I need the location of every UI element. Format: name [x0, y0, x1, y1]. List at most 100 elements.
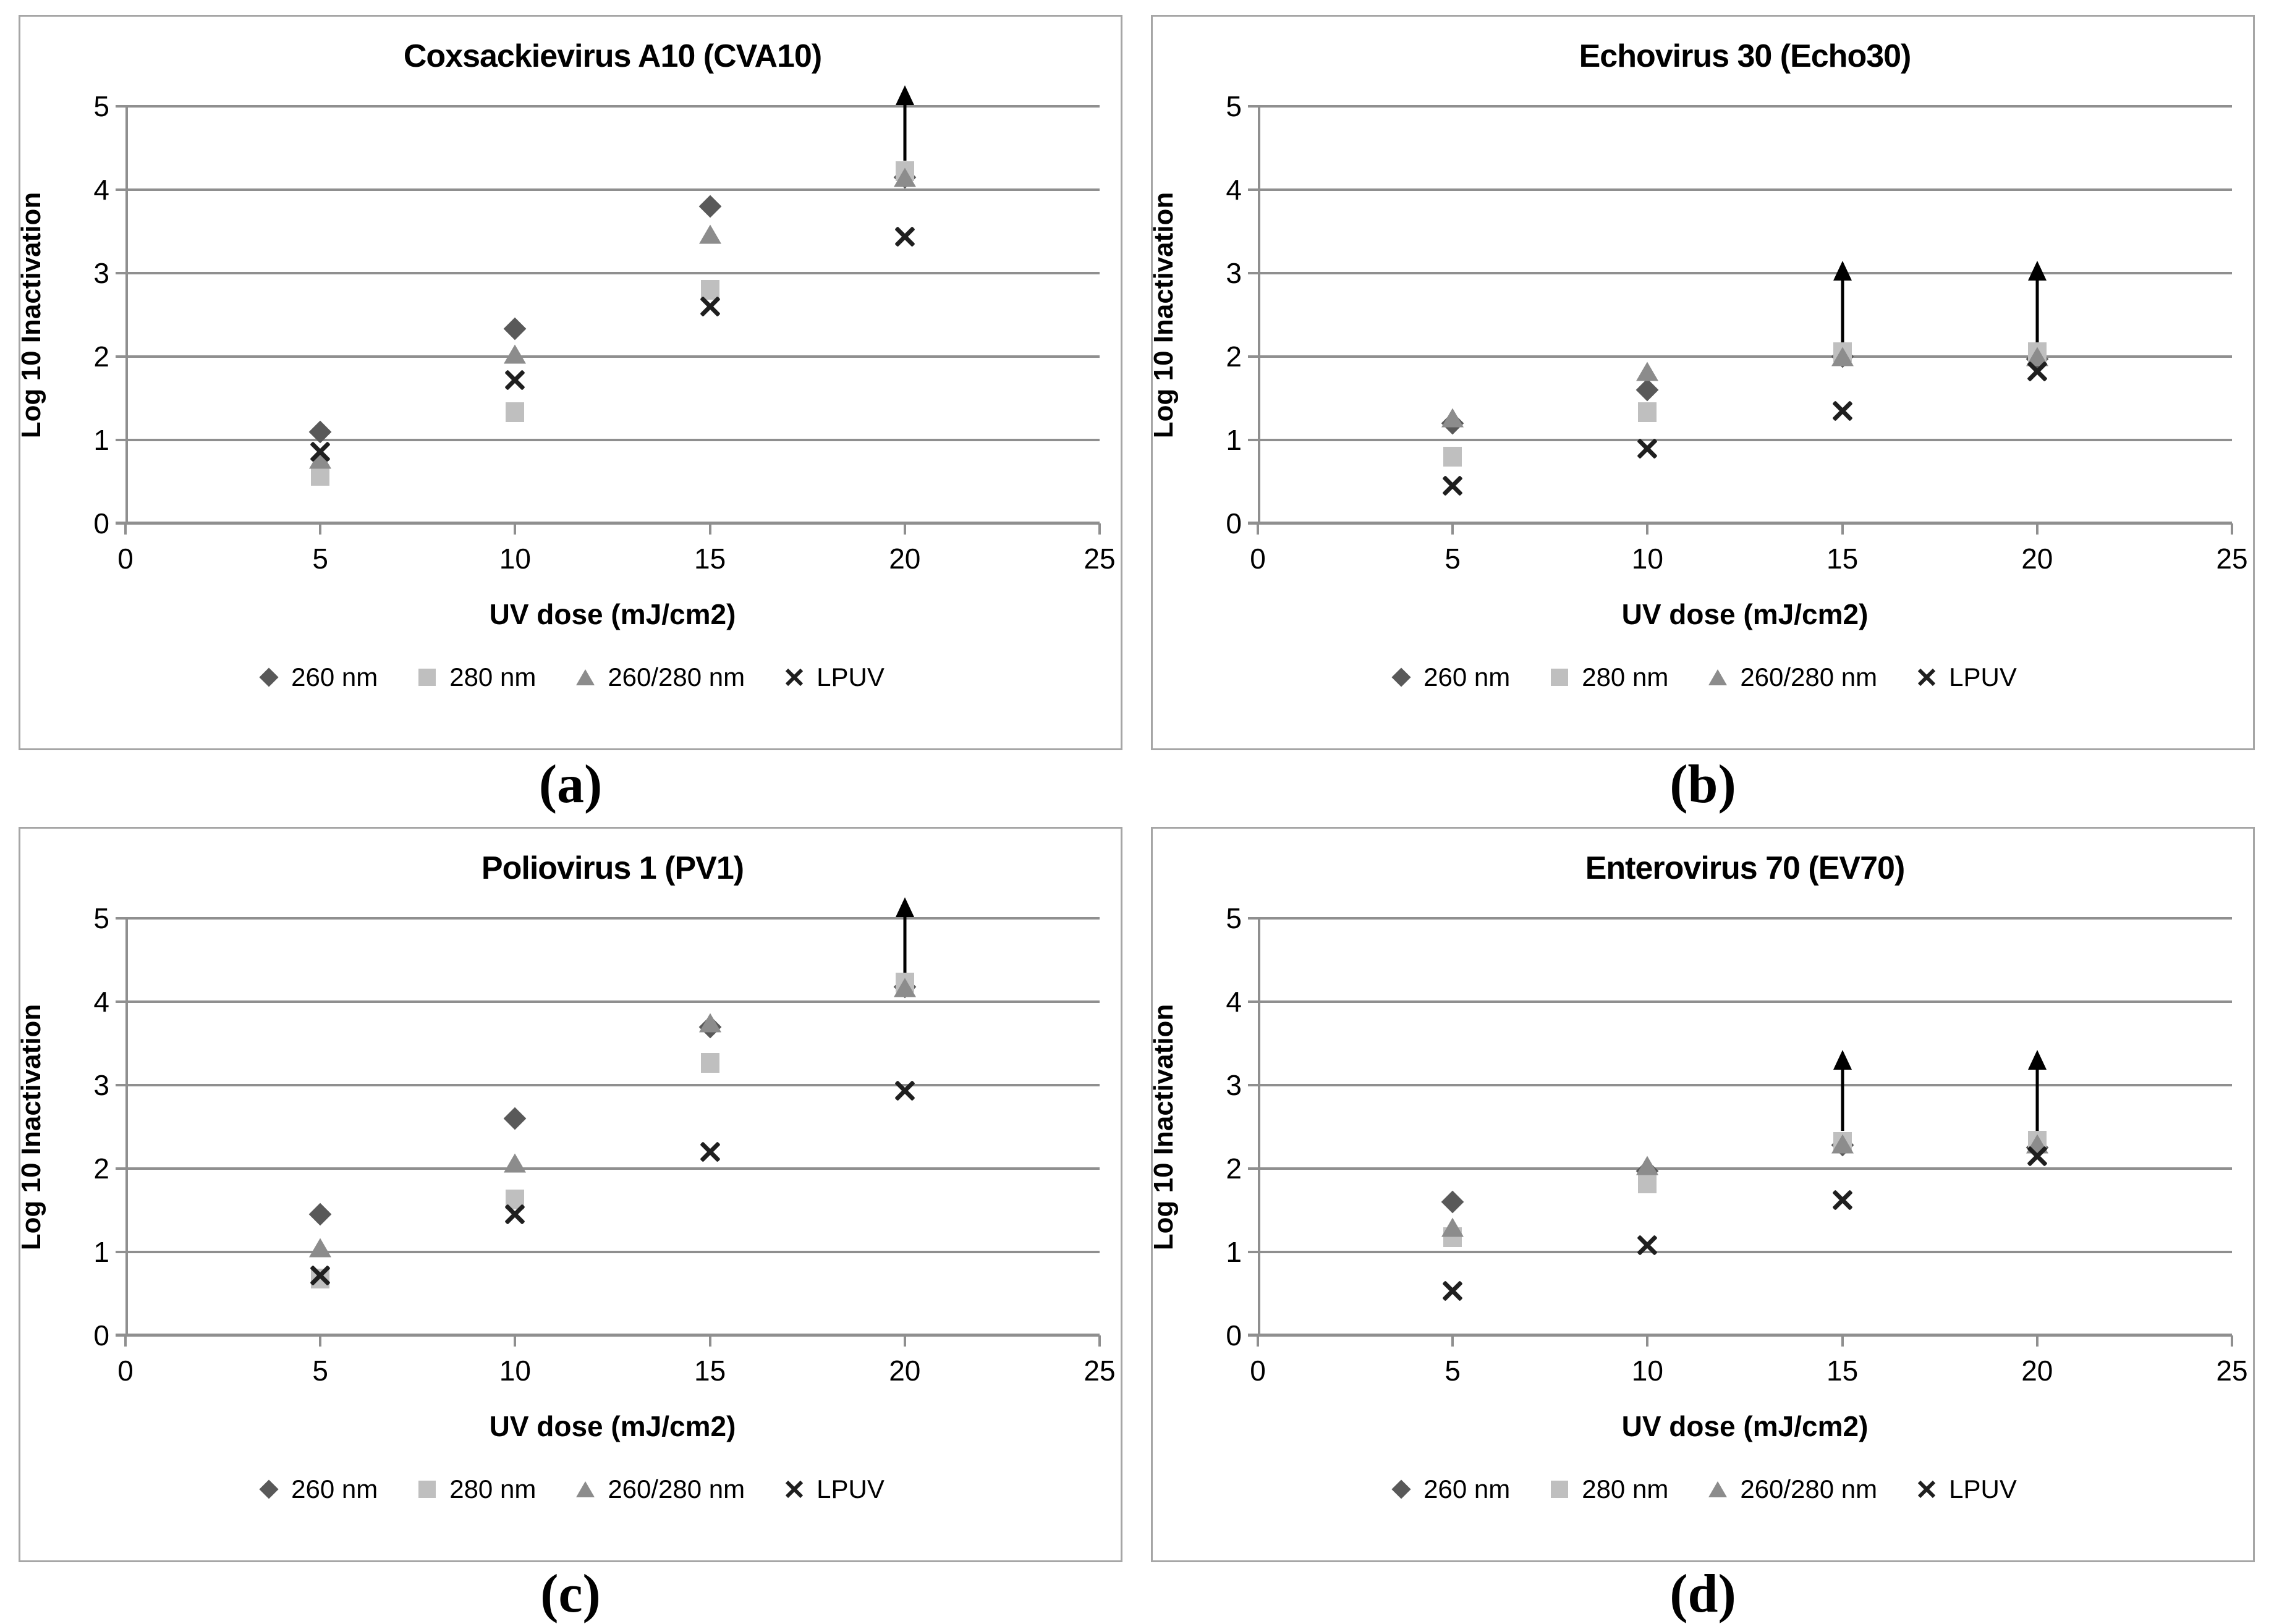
legend-label: LPUV	[817, 1474, 885, 1503]
legend-item: 260 nm	[1389, 1476, 1510, 1502]
x-tick-label: 25	[1084, 543, 1116, 575]
gridline-y5	[1248, 105, 2232, 108]
x-tick-mark	[903, 523, 906, 535]
y-tick-label: 1	[1226, 1236, 1242, 1268]
data-point-marker-square-icon	[506, 402, 525, 423]
x-tick-mark	[1098, 523, 1101, 535]
x-tick-label: 5	[312, 1355, 328, 1387]
x-tick-label: 0	[1250, 1355, 1266, 1387]
x-tick-mark	[514, 523, 517, 535]
x-tick-mark	[514, 1335, 517, 1347]
data-point-marker-square-icon	[1638, 402, 1657, 423]
legend-label: 260/280 nm	[608, 1474, 745, 1503]
x-tick-mark	[1841, 1335, 1844, 1347]
y-tick-label: 3	[1226, 1069, 1242, 1101]
arrow-head	[2027, 1050, 2047, 1070]
x-axis-line	[1248, 1334, 2232, 1337]
data-point-marker-diamond-icon	[1636, 378, 1659, 402]
x-tick-mark	[1646, 1335, 1649, 1347]
legend-swatch	[257, 1477, 281, 1502]
legend-item: 280 nm	[415, 664, 536, 690]
legend-label: 260 nm	[291, 662, 378, 691]
panel-caption-a: (a)	[538, 755, 603, 814]
legend-item: LPUV	[1914, 1476, 2017, 1502]
data-point-marker-triangle-icon	[893, 978, 916, 997]
y-tick-label: 0	[93, 507, 109, 539]
y-tick-label: 3	[93, 1069, 109, 1101]
x-tick-mark	[1098, 1335, 1101, 1347]
arrow-shaft	[903, 100, 907, 161]
data-point-marker-triangle-icon	[1441, 1217, 1464, 1237]
gridline-y1	[116, 439, 1100, 441]
y-tick-label: 4	[1226, 174, 1242, 206]
legend-label: 280 nm	[1582, 662, 1669, 691]
data-point-marker-x-icon	[893, 1078, 917, 1103]
x-tick-label: 10	[1631, 543, 1663, 575]
legend-swatch	[1705, 665, 1730, 690]
panel-caption-d: (d)	[1669, 1564, 1736, 1624]
gridline-y2	[1248, 1167, 2232, 1170]
x-tick-label: 25	[2216, 543, 2248, 575]
y-tick-label: 5	[1226, 902, 1242, 934]
data-point-marker-triangle-icon	[1636, 1156, 1659, 1175]
x-tick-mark	[124, 1335, 127, 1347]
x-axis-line	[1248, 522, 2232, 525]
chart-title: Enterovirus 70 (EV70)	[1585, 850, 1906, 886]
legend-marker-x-icon	[784, 1479, 805, 1500]
x-tick-label: 25	[1084, 1355, 1116, 1387]
legend-swatch	[1389, 665, 1414, 690]
gridline-y4	[1248, 1000, 2232, 1003]
detection-limit-arrow-icon	[895, 897, 915, 973]
detection-limit-arrow-icon	[2027, 260, 2047, 347]
legend-item: 260 nm	[1389, 664, 1510, 690]
x-tick-label: 10	[1631, 1355, 1663, 1387]
y-tick-label: 2	[93, 340, 109, 373]
legend-marker-x-icon	[1916, 1479, 1937, 1500]
data-point-marker-x-icon	[2025, 359, 2050, 384]
legend-marker-diamond-icon	[259, 1479, 279, 1499]
y-axis-line	[1258, 918, 1260, 1335]
gridline-y3	[1248, 1084, 2232, 1086]
x-tick-label: 20	[2021, 543, 2053, 575]
arrow-shaft	[903, 912, 907, 973]
x-axis-line	[116, 522, 1100, 525]
legend-item: 260/280 nm	[1705, 664, 1877, 690]
y-tick-label: 3	[93, 257, 109, 289]
x-tick-mark	[1257, 523, 1259, 535]
chart-title: Coxsackievirus A10 (CVA10)	[403, 38, 822, 74]
data-point-marker-triangle-icon	[1831, 1134, 1854, 1153]
legend-swatch	[573, 1477, 598, 1502]
plot-area: Log 10 Inactivation 0 1 2 3 4 5 0 5 10 15 20 25	[1148, 92, 2248, 573]
y-tick-label: 4	[93, 174, 109, 206]
data-point-marker-x-icon	[1635, 436, 1660, 461]
data-point-marker-diamond-icon	[698, 195, 721, 218]
data-point-marker-diamond-icon	[504, 318, 527, 340]
x-axis-line	[116, 1334, 1100, 1337]
data-point-marker-triangle-icon	[698, 224, 721, 244]
gridline-y5	[116, 105, 1100, 108]
x-tick-label: 10	[499, 1355, 531, 1387]
panel-caption-c: (c)	[540, 1564, 601, 1624]
legend-swatch	[257, 665, 281, 690]
legend-label: 280 nm	[449, 662, 537, 691]
legend-marker-x-icon	[1916, 667, 1937, 688]
data-point-marker-square-icon	[1638, 1174, 1657, 1194]
legend-item: 260 nm	[257, 1476, 378, 1502]
legend: 260 nm 280 nm 260/280 nm LPUV	[1153, 1476, 2253, 1502]
legend-item: LPUV	[782, 664, 885, 690]
x-tick-label: 10	[499, 543, 531, 575]
arrow-head	[1833, 260, 1852, 281]
legend-label: 260 nm	[291, 1474, 378, 1503]
data-point-marker-x-icon	[698, 294, 723, 319]
legend-marker-triangle-icon	[576, 1481, 595, 1497]
chart-panel-a: Coxsackievirus A10 (CVA10) Log 10 Inacti…	[16, 15, 1122, 750]
data-point-marker-triangle-icon	[698, 1013, 721, 1033]
x-tick-label: 0	[117, 1355, 134, 1387]
x-tick-mark	[1646, 523, 1649, 535]
legend-marker-square-icon	[1551, 669, 1569, 686]
data-point-marker-x-icon	[503, 368, 527, 392]
x-tick-label: 5	[1445, 543, 1461, 575]
legend-item: 280 nm	[415, 1476, 536, 1502]
legend-item: 260/280 nm	[1705, 1476, 1877, 1502]
